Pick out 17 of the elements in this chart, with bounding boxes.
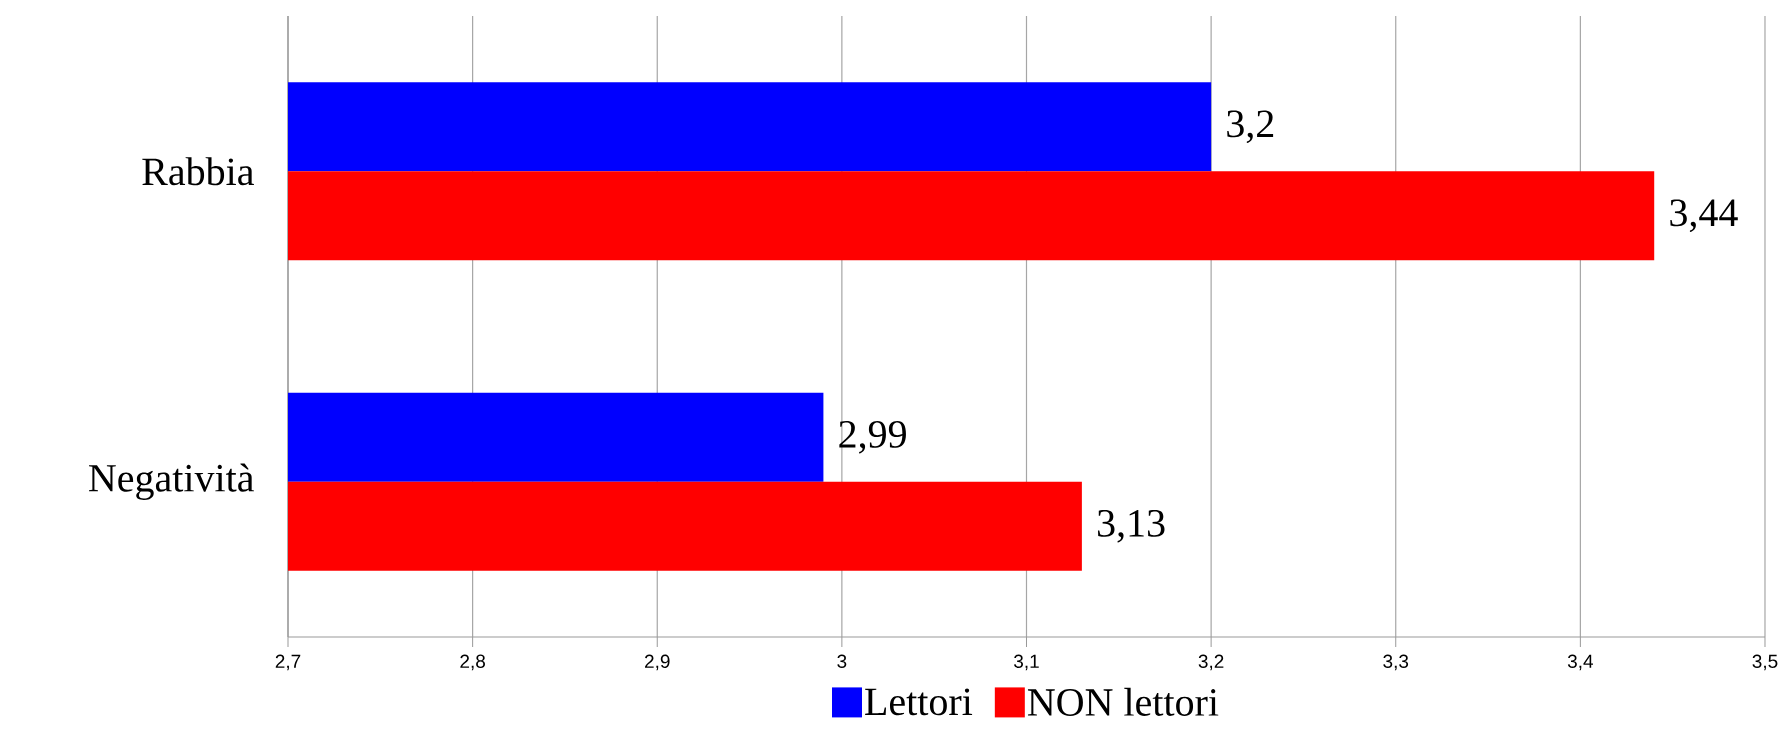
data-label: 3,13 [1097, 509, 1165, 543]
x-tick-label: 3,3 [1383, 654, 1409, 671]
x-tick-label: 3 [837, 654, 847, 668]
x-tick-label: 3,2 [1198, 654, 1224, 671]
legend-label: Lettori [865, 688, 973, 716]
legend-label: NON lettori [1027, 687, 1219, 716]
data-label: 3,2 [1227, 110, 1274, 144]
data-label: 2,99 [839, 420, 906, 454]
x-tick-label: 2,8 [460, 654, 485, 671]
x-tick-label: 3,4 [1567, 654, 1594, 671]
x-tick-label: 2,9 [645, 654, 670, 671]
x-tick-label: 3,1 [1014, 654, 1039, 671]
data-label: 3,44 [1670, 199, 1738, 233]
y-tick-label: Rabbia [142, 157, 254, 186]
x-tick-label: 2,7 [275, 654, 301, 671]
y-tick-label: Negatività [89, 463, 254, 500]
x-tick-label: 3,5 [1752, 654, 1778, 671]
